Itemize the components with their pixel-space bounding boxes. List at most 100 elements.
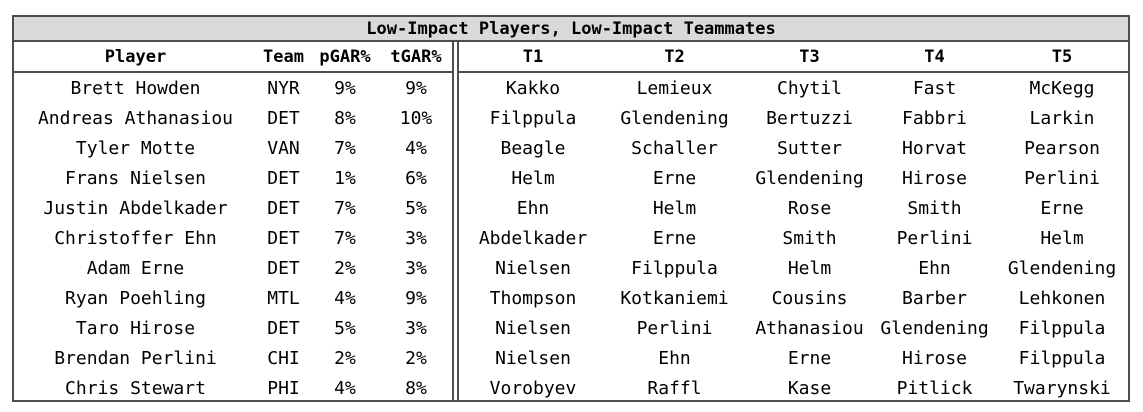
- cell-pgar: 2%: [334, 347, 356, 369]
- cell-pgar: 1%: [334, 167, 356, 189]
- cell-t1: Beagle: [500, 137, 566, 159]
- cell-t3: Erne: [787, 347, 832, 369]
- cell-t3: Athanasiou: [755, 317, 864, 339]
- cell-t4: Fabbri: [901, 107, 968, 129]
- cell-t3: Sutter: [776, 137, 843, 159]
- cell-tgar: 9%: [405, 77, 427, 99]
- column-header-t4: T4: [924, 46, 945, 67]
- cell-team: DET: [267, 197, 300, 219]
- cell-team: VAN: [267, 137, 300, 159]
- column-header-team: Team: [263, 46, 304, 67]
- column-header-t3: T3: [799, 46, 820, 67]
- cell-t4: Smith: [907, 197, 962, 219]
- cell-t1: Helm: [511, 167, 555, 189]
- cell-t4: Hirose: [901, 167, 968, 189]
- cell-team: DET: [267, 317, 300, 339]
- cell-team: NYR: [267, 77, 300, 99]
- cell-t1: Filppula: [489, 107, 577, 129]
- cell-t5: Filppula: [1018, 347, 1106, 369]
- cell-t1: Vorobyev: [489, 377, 577, 399]
- table-row: Justin Abdelkader DET 7% 5% Ehn Helm Rose Smith…: [14, 193, 1128, 223]
- cell-pgar: 4%: [334, 377, 356, 399]
- cell-pgar: 5%: [334, 317, 356, 339]
- cell-team: MTL: [267, 287, 300, 309]
- cell-t4: Perlini: [896, 227, 973, 249]
- players-table: Low-Impact Players, Low-Impact Teammates…: [12, 15, 1130, 402]
- cell-team: DET: [267, 167, 300, 189]
- cell-player: Justin Abdelkader: [43, 197, 228, 219]
- cell-pgar: 2%: [334, 257, 356, 279]
- cell-pgar: 4%: [334, 287, 356, 309]
- cell-t5: Pearson: [1024, 137, 1100, 159]
- column-header-tgar: tGAR%: [390, 46, 442, 67]
- cell-team: CHI: [267, 347, 300, 369]
- cell-t5: Helm: [1040, 227, 1084, 249]
- cell-team: DET: [267, 107, 300, 129]
- cell-t5: Larkin: [1029, 107, 1095, 129]
- cell-t5: Perlini: [1024, 167, 1100, 189]
- cell-player: Ryan Poehling: [65, 287, 206, 309]
- cell-t2: Lemieux: [636, 77, 713, 99]
- table-row: Chris Stewart PHI 4% 8% Vorobyev Raffl Kase Pit…: [14, 373, 1128, 403]
- cell-player: Brett Howden: [70, 77, 201, 99]
- cell-player: Chris Stewart: [65, 377, 206, 399]
- cell-t2: Erne: [652, 167, 697, 189]
- cell-t4: Horvat: [901, 137, 968, 159]
- cell-tgar: 3%: [405, 317, 427, 339]
- cell-tgar: 6%: [405, 167, 427, 189]
- cell-t2: Raffl: [647, 377, 702, 399]
- cell-t1: Thompson: [489, 287, 577, 309]
- column-header-t2: T2: [664, 46, 685, 67]
- cell-pgar: 7%: [334, 197, 356, 219]
- cell-t3: Helm: [787, 257, 832, 279]
- column-header-t5: T5: [1051, 46, 1073, 67]
- cell-pgar: 8%: [334, 107, 356, 129]
- cell-t1: Nielsen: [495, 257, 571, 279]
- cell-t5: McKegg: [1029, 77, 1095, 99]
- cell-t3: Rose: [787, 197, 832, 219]
- cell-player: Brendan Perlini: [54, 347, 217, 369]
- cell-tgar: 3%: [405, 257, 427, 279]
- table-row: Tyler Motte VAN 7% 4% Beagle Schaller Sutter Ho…: [14, 133, 1128, 163]
- cell-t2: Erne: [652, 227, 697, 249]
- cell-t2: Helm: [652, 197, 697, 219]
- cell-t5: Twarynski: [1013, 377, 1111, 399]
- cell-t4: Fast: [912, 77, 957, 99]
- cell-player: Christoffer Ehn: [54, 227, 217, 249]
- cell-t1: Nielsen: [495, 317, 571, 339]
- cell-t5: Filppula: [1018, 317, 1106, 339]
- column-header-t1: T1: [522, 46, 544, 67]
- cell-t5: Glendening: [1007, 257, 1117, 279]
- cell-player: Taro Hirose: [75, 317, 196, 339]
- column-divider: [452, 42, 459, 400]
- cell-player: Frans Nielsen: [65, 167, 206, 189]
- table-row: Andreas Athanasiou DET 8% 10% Filppula Glende…: [14, 103, 1128, 133]
- table-row: Brendan Perlini CHI 2% 2% Nielsen Ehn Erne Hiro…: [14, 343, 1128, 373]
- cell-tgar: 9%: [405, 287, 427, 309]
- cell-t3: Bertuzzi: [766, 107, 853, 129]
- table-row: Adam Erne DET 2% 3% Nielsen Filppula Helm Ehn Gl…: [14, 253, 1128, 283]
- cell-t3: Cousins: [771, 287, 848, 309]
- cell-tgar: 8%: [405, 377, 427, 399]
- cell-t3: Kase: [787, 377, 832, 399]
- cell-team: DET: [267, 257, 300, 279]
- cell-t4: Ehn: [918, 257, 951, 279]
- cell-tgar: 5%: [405, 197, 427, 219]
- table-title: Low-Impact Players, Low-Impact Teammates: [14, 17, 1128, 42]
- cell-t3: Smith: [782, 227, 837, 249]
- table-row: Frans Nielsen DET 1% 6% Helm Erne Glendening Hi…: [14, 163, 1128, 193]
- cell-t2: Kotkaniemi: [620, 287, 729, 309]
- cell-t2: Ehn: [658, 347, 691, 369]
- table-row: Brett Howden NYR 9% 9% Kakko Lemieux Chytil Fas…: [14, 73, 1128, 103]
- cell-t1: Ehn: [516, 197, 550, 219]
- cell-player: Adam Erne: [86, 257, 185, 279]
- cell-tgar: 2%: [405, 347, 427, 369]
- cell-t1: Abdelkader: [478, 227, 588, 249]
- cell-team: DET: [267, 227, 300, 249]
- cell-pgar: 7%: [334, 227, 356, 249]
- cell-t3: Chytil: [776, 77, 843, 99]
- column-header-player: Player: [104, 46, 167, 67]
- cell-t1: Nielsen: [495, 347, 571, 369]
- cell-player: Tyler Motte: [75, 137, 196, 159]
- cell-tgar: 10%: [399, 107, 433, 129]
